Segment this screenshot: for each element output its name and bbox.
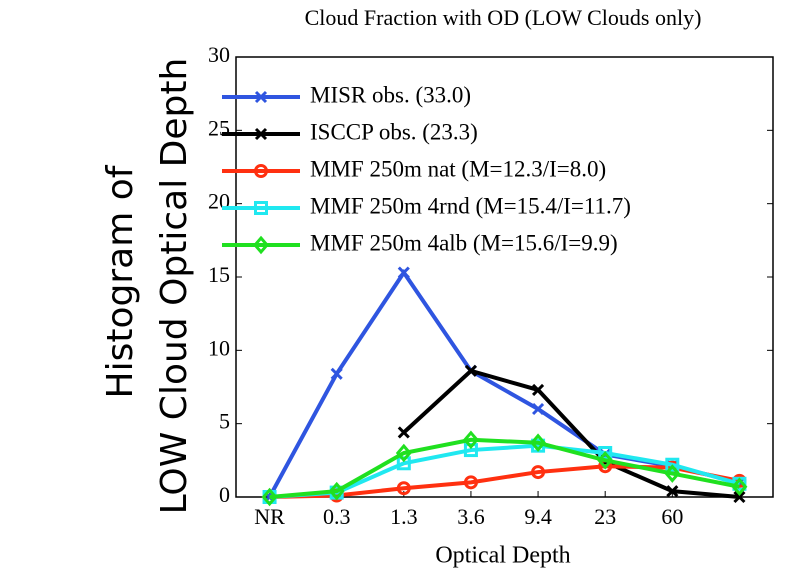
legend-label: MISR obs. (33.0) (310, 82, 471, 107)
series-line (269, 437, 740, 499)
marker (328, 481, 345, 501)
marker (254, 90, 268, 104)
y-tick-label: 30 (208, 42, 230, 67)
marker (664, 464, 681, 483)
legend-label: MMF 250m nat (M=12.3/I=8.0) (310, 156, 606, 181)
legend-label: ISCCP obs. (23.3) (310, 119, 478, 144)
marker (665, 457, 680, 472)
marker (464, 364, 477, 377)
marker (530, 433, 547, 453)
marker (261, 487, 278, 507)
y-tick-label: 5 (219, 409, 230, 434)
x-axis-label: Optical Depth (435, 543, 570, 569)
marker (253, 235, 269, 255)
marker (254, 127, 268, 141)
chart-title: Cloud Fraction with OD (LOW Clouds only) (305, 5, 702, 30)
x-tick-label: 3.6 (457, 504, 485, 529)
marker (463, 475, 478, 490)
x-tick-label: 23 (594, 504, 616, 529)
x-tick-label: 60 (661, 504, 683, 529)
marker (531, 465, 546, 480)
marker (733, 490, 746, 504)
x-tick-label: 9.4 (524, 504, 552, 529)
marker (532, 402, 545, 416)
marker (396, 481, 411, 496)
y-tick-label: 0 (219, 482, 230, 507)
y-axis-label: LOW Cloud Optical Depth (154, 58, 195, 515)
series-line (269, 464, 740, 499)
legend-label: MMF 250m 4alb (M=15.6/I=9.9) (310, 230, 618, 255)
marker (462, 430, 479, 450)
marker (532, 383, 545, 396)
marker (666, 485, 679, 498)
y-tick-label: 25 (208, 115, 230, 140)
y-axis-label: Histogram of (100, 164, 141, 398)
y-tick-label: 15 (208, 262, 230, 287)
marker (395, 443, 412, 463)
marker (254, 164, 268, 178)
marker (597, 451, 614, 470)
marker (254, 201, 268, 215)
marker (330, 367, 343, 380)
series-line (402, 368, 740, 499)
legend-label: MMF 250m 4rnd (M=15.4/I=11.7) (310, 193, 631, 218)
x-tick-label: 1.3 (390, 504, 418, 529)
x-tick-label: NR (254, 504, 285, 529)
marker (397, 426, 410, 439)
y-tick-label: 10 (208, 335, 230, 360)
series-line (269, 443, 740, 499)
marker (731, 477, 748, 497)
marker (397, 266, 410, 279)
x-tick-label: 0.3 (323, 504, 351, 529)
